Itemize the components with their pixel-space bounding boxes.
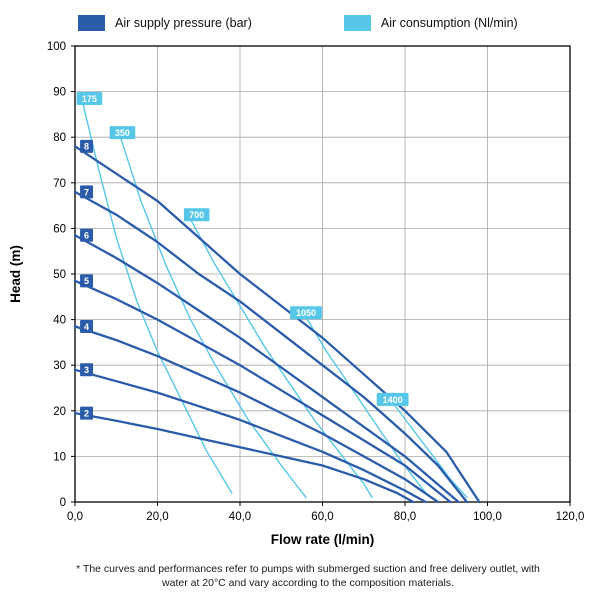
curve-badge-8: 8 [80,139,94,153]
x-tick-label: 60,0 [311,511,333,523]
curve-badge-label: 7 [84,187,89,197]
curve-badge-1400: 1400 [376,392,409,406]
chart-footnote: * The curves and performances refer to p… [76,563,540,590]
pressure-curve-4 [73,325,440,504]
x-axis-label: Flow rate (l/min) [271,532,375,547]
curve-badge-box [109,126,136,140]
y-tick-label: 60 [53,223,66,235]
y-tick-label: 50 [53,269,66,281]
curve-badge-2: 2 [80,406,94,420]
pressure-swatch [78,15,105,31]
curve-badge-box [80,228,94,242]
curve-badge-6: 6 [80,228,94,242]
curve-badge-700: 700 [183,208,210,222]
pressure-curve-7 [73,190,469,504]
x-tick-label: 100,0 [473,511,502,523]
curve-badge-box [80,185,94,199]
consumption-curve-175 [82,104,233,494]
curve-badge-box [80,274,94,288]
pressure-curve-2 [73,411,415,504]
legend-item-consumption: Air consumption (Nl/min) [343,15,518,31]
y-tick-label: 70 [53,178,66,190]
curve-badge-3: 3 [80,363,94,377]
pressure-curve-8 [73,145,481,504]
y-tick-label: 20 [53,406,66,418]
curve-badge-label: 5 [84,276,89,286]
curve-badge-label: 350 [115,128,130,138]
pressure-curve-3 [73,368,427,504]
consumption-curve-1400 [387,396,468,499]
curve-badge-box [80,319,94,333]
y-tick-label: 40 [53,315,66,327]
chart-legend: Air supply pressure (bar) Air consumptio… [0,0,616,38]
curve-badge-box [80,139,94,153]
curve-badge-label: 175 [82,94,97,104]
y-tick-label: 90 [53,87,66,99]
pressure-curve-5 [73,279,452,504]
curve-badge-box [183,208,210,222]
curve-badge-label: 8 [84,142,89,152]
curve-badge-1050: 1050 [290,306,322,320]
tick-labels: 0,0 20,0 40,0 60,0 80,0 100,0 120,0 0 10 20 30 40 50… [47,41,585,523]
curve-badge-label: 6 [84,231,89,241]
legend-label-consumption: Air consumption (Nl/min) [380,16,518,30]
y-tick-label: 0 [60,497,66,509]
curve-badge-350: 350 [109,126,136,140]
consumption-curve-700 [189,218,373,499]
x-tick-label: 80,0 [394,511,416,523]
curve-badge-label: 1400 [383,395,403,405]
consumption-curve-350 [119,136,307,499]
curve-badge-7: 7 [80,185,94,199]
pump-performance-chart: 0,0 20,0 40,0 60,0 80,0 100,0 120,0 0 10 20 30 40 50… [8,41,585,547]
curve-badge-label: 2 [84,408,89,418]
curve-badge-label: 4 [84,322,89,332]
curve-badge-box [290,306,322,320]
legend-label-pressure: Air supply pressure (bar) [115,16,252,30]
x-tick-label: 40,0 [229,511,251,523]
legend-item-pressure: Air supply pressure (bar) [78,15,252,31]
y-tick-label: 30 [53,360,66,372]
pressure-curve-6 [73,234,460,504]
x-tick-label: 120,0 [556,511,585,523]
curve-badge-box [80,406,94,420]
consumption-swatch [343,15,371,31]
grid [75,46,570,502]
y-axis-label: Head (m) [8,245,23,303]
y-tick-label: 80 [53,132,66,144]
axis-ticks [71,45,571,506]
y-tick-label: 100 [47,41,66,53]
y-tick-label: 10 [53,451,66,463]
curve-badge-4: 4 [80,319,94,333]
curve-badge-175: 175 [76,91,103,105]
x-tick-label: 0,0 [67,511,83,523]
curve-badge-box [376,392,409,406]
curve-badge-label: 1050 [296,308,316,318]
curve-badge-label: 3 [84,365,89,375]
x-tick-label: 20,0 [146,511,168,523]
curve-badge-box [80,363,94,377]
curve-badge-box [76,91,103,105]
curve-badge-5: 5 [80,274,94,288]
curve-badge-label: 700 [189,210,204,220]
